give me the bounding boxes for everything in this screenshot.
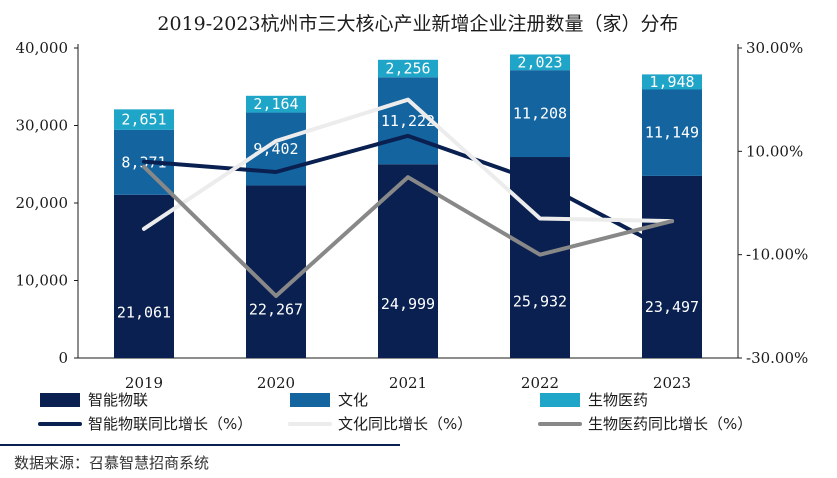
y-right-tick-label: 30.00%	[746, 39, 803, 57]
bar-data-label: 1,948	[649, 73, 694, 91]
bar-segment	[378, 77, 438, 165]
bar-data-label: 21,061	[117, 303, 171, 321]
bar-data-label: 9,402	[253, 140, 298, 158]
y-left-tick-label: 0	[58, 349, 68, 367]
source-note: 数据来源：召慕智慧招商系统	[14, 454, 210, 472]
legend-label: 文化同比增长（%）	[338, 415, 472, 433]
bar-data-label: 11,149	[645, 124, 699, 142]
bar-data-label: 23,497	[645, 298, 699, 316]
bar-segment	[246, 95, 306, 113]
y-left-tick-label: 40,000	[16, 39, 69, 57]
legend-swatch	[40, 393, 80, 407]
legend-label: 生物医药	[588, 391, 648, 409]
bar-data-label: 2,023	[517, 53, 562, 71]
bar-data-label: 11,222	[381, 112, 435, 130]
legend-swatch	[290, 393, 330, 407]
x-tick-label: 2023	[653, 374, 691, 392]
bar-segment	[642, 89, 702, 176]
x-tick-label: 2021	[389, 374, 427, 392]
bar-segment	[642, 74, 702, 90]
chart-title: 2019-2023杭州市三大核心产业新增企业注册数量（家）分布	[157, 13, 678, 35]
y-left-tick-label: 30,000	[16, 117, 69, 135]
footer-rule	[0, 444, 400, 446]
growth-line	[142, 97, 674, 231]
bar-segment	[642, 175, 702, 358]
bar-segment	[378, 59, 438, 78]
legend-swatch	[540, 393, 580, 407]
bar-segment	[114, 109, 174, 130]
bar-data-label: 22,267	[249, 301, 303, 319]
x-tick-label: 2022	[521, 374, 559, 392]
legend-label: 文化	[338, 391, 368, 409]
bar-data-label: 2,651	[121, 111, 166, 129]
bar-segment	[510, 54, 570, 71]
bar-segment	[114, 194, 174, 358]
legend-label: 智能物联同比增长（%）	[88, 415, 252, 433]
y-right-tick-label: 10.00%	[746, 142, 803, 160]
legend-label: 生物医药同比增长（%）	[588, 415, 752, 433]
growth-line	[142, 164, 674, 298]
bar-segment	[378, 164, 438, 358]
x-tick-label: 2019	[125, 374, 163, 392]
bar-segment	[510, 157, 570, 358]
bar-data-label: 24,999	[381, 295, 435, 313]
plot-area: 0 10,000 20,000 30,000 40,000 -30.00% -10.00% 1…	[16, 39, 809, 392]
bar-data-label: 2,164	[253, 95, 298, 113]
bar-data-label: 25,932	[513, 293, 567, 311]
bar-data-label: 11,208	[513, 105, 567, 123]
y-right-tick-label: -10.00%	[746, 246, 808, 264]
y-left-tick-label: 10,000	[16, 272, 69, 290]
bar-segment	[246, 185, 306, 358]
y-left-tick-label: 20,000	[16, 194, 69, 212]
bar-segment	[510, 70, 570, 158]
bar-data-label: 2,256	[385, 60, 430, 78]
legend-label: 智能物联	[88, 391, 148, 409]
x-tick-label: 2020	[257, 374, 295, 392]
y-right-tick-label: -30.00%	[746, 349, 808, 367]
